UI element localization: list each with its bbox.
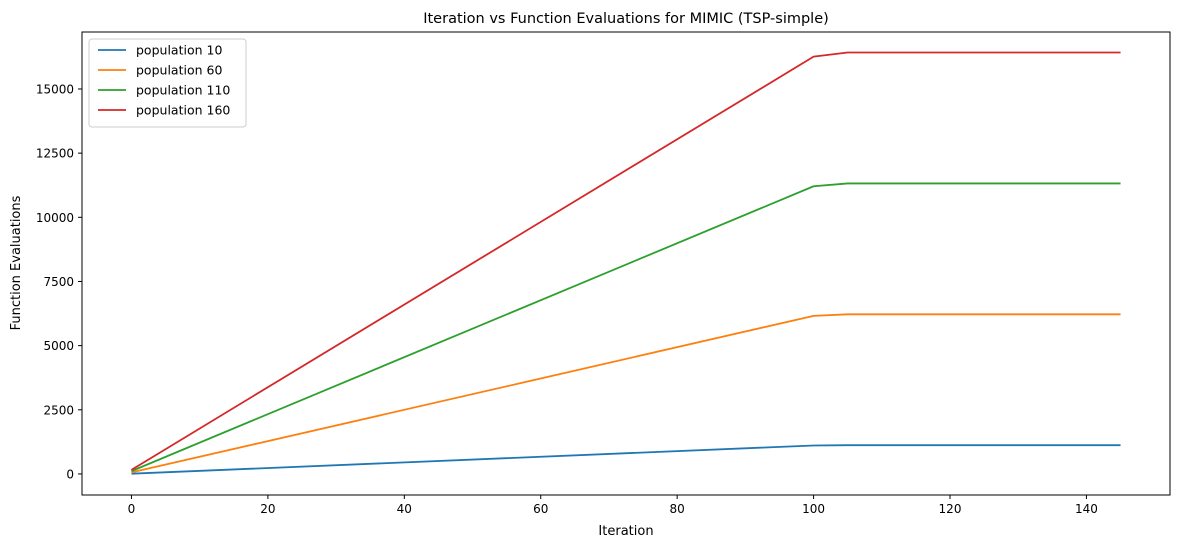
legend: population 10 population 60 population 110…: [88, 38, 247, 128]
plot-frame: [81, 31, 1171, 496]
x-tick-label: 140: [1075, 502, 1098, 516]
x-tick-label: 60: [533, 502, 548, 516]
chart-title: Iteration vs Function Evaluations for MI…: [423, 11, 829, 27]
x-axis-label: Iteration: [598, 524, 653, 539]
series-line-2: [131, 182, 1121, 472]
series-line-1: [131, 313, 1121, 474]
legend-items: population 10 population 60 population 110…: [98, 43, 230, 118]
series-lines: [130, 51, 1121, 475]
x-tick-label: 0: [128, 502, 136, 516]
y-tick-label: 5000: [43, 339, 74, 353]
y-tick-label: 7500: [43, 275, 74, 289]
series-line-3: [130, 51, 1121, 471]
y-tick-label: 15000: [36, 82, 74, 96]
y-axis-label: Function Evaluations: [9, 195, 24, 330]
x-tick-label: 20: [260, 502, 275, 516]
legend-label: population 160: [136, 103, 230, 118]
y-tick-label: 2500: [43, 403, 74, 417]
legend-label: population 110: [136, 83, 230, 98]
y-tick-label: 12500: [36, 147, 74, 161]
x-tick-label: 40: [397, 502, 412, 516]
x-tick-label: 80: [670, 502, 685, 516]
legend-label: population 10: [136, 43, 222, 58]
x-tick-label: 100: [802, 502, 825, 516]
y-tick-label: 0: [66, 467, 74, 481]
x-tick-label: 120: [939, 502, 962, 516]
legend-frame: [88, 38, 247, 128]
x-axis-ticks: 0 20 40 60 80 100 120 140: [128, 495, 1098, 516]
y-axis-ticks: 0 2500 5000 7500 10000 12500 15000: [36, 82, 82, 481]
legend-label: population 60: [136, 63, 222, 78]
y-tick-label: 10000: [36, 211, 74, 225]
series-line-0: [131, 444, 1121, 475]
